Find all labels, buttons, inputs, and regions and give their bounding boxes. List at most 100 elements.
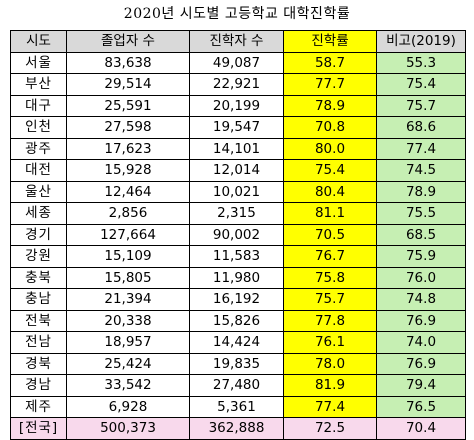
prev-year-cell: 74.0 bbox=[376, 331, 466, 354]
header-region: 시도 bbox=[10, 30, 67, 53]
entrants-cell: 20,199 bbox=[189, 94, 284, 117]
region-cell: 제주 bbox=[10, 395, 67, 418]
prev-year-cell: 68.6 bbox=[376, 116, 466, 139]
entrants-cell: 19,835 bbox=[189, 352, 284, 375]
total-prev-year-cell: 70.4 bbox=[376, 417, 466, 440]
rate-cell: 78.9 bbox=[283, 94, 377, 117]
region-cell: 대구 bbox=[10, 94, 67, 117]
rate-cell: 58.7 bbox=[283, 51, 377, 74]
graduates-cell: 25,591 bbox=[66, 94, 190, 117]
graduates-cell: 21,394 bbox=[66, 288, 190, 311]
entrants-cell: 5,361 bbox=[189, 395, 284, 418]
region-cell: 대전 bbox=[10, 159, 67, 182]
graduates-cell: 29,514 bbox=[66, 73, 190, 96]
graduates-cell: 127,664 bbox=[66, 223, 190, 246]
table-row: 경북 25,424 19,835 78.0 76.9 bbox=[10, 352, 466, 375]
graduates-cell: 15,928 bbox=[66, 159, 190, 182]
graduates-cell: 20,338 bbox=[66, 309, 190, 332]
prev-year-cell: 76.0 bbox=[376, 266, 466, 289]
total-region-cell: [전국] bbox=[10, 417, 67, 440]
entrants-cell: 22,921 bbox=[189, 73, 284, 96]
table-row: 전남 18,957 14,424 76.1 74.0 bbox=[10, 331, 466, 354]
region-cell: 충남 bbox=[10, 288, 67, 311]
total-rate-cell: 72.5 bbox=[283, 417, 377, 440]
header-entrants: 진학자 수 bbox=[189, 30, 284, 53]
region-cell: 경남 bbox=[10, 374, 67, 397]
rate-cell: 70.5 bbox=[283, 223, 377, 246]
entrants-cell: 14,424 bbox=[189, 331, 284, 354]
graduates-cell: 15,109 bbox=[66, 245, 190, 268]
rate-cell: 76.7 bbox=[283, 245, 377, 268]
table-row: 충남 21,394 16,192 75.7 74.8 bbox=[10, 288, 466, 311]
entrants-cell: 11,980 bbox=[189, 266, 284, 289]
entrants-cell: 2,315 bbox=[189, 202, 284, 225]
table-row: 전북 20,338 15,826 77.8 76.9 bbox=[10, 309, 466, 332]
prev-year-cell: 74.8 bbox=[376, 288, 466, 311]
header-rate: 진학률 bbox=[283, 30, 377, 53]
graduates-cell: 27,598 bbox=[66, 116, 190, 139]
header-prev-year: 비고(2019) bbox=[376, 30, 466, 53]
entrants-cell: 27,480 bbox=[189, 374, 284, 397]
graduates-cell: 12,464 bbox=[66, 180, 190, 203]
header-row: 시도 졸업자 수 진학자 수 진학률 비고(2019) bbox=[10, 30, 466, 53]
graduates-cell: 2,856 bbox=[66, 202, 190, 225]
entrants-cell: 15,826 bbox=[189, 309, 284, 332]
entrants-cell: 10,021 bbox=[189, 180, 284, 203]
rate-cell: 80.0 bbox=[283, 137, 377, 160]
graduates-cell: 33,542 bbox=[66, 374, 190, 397]
header-graduates: 졸업자 수 bbox=[66, 30, 190, 53]
rate-cell: 81.9 bbox=[283, 374, 377, 397]
prev-year-cell: 74.5 bbox=[376, 159, 466, 182]
table-row: 서울 83,638 49,087 58.7 55.3 bbox=[10, 51, 466, 74]
region-cell: 강원 bbox=[10, 245, 67, 268]
prev-year-cell: 77.4 bbox=[376, 137, 466, 160]
rate-cell: 77.4 bbox=[283, 395, 377, 418]
graduates-cell: 18,957 bbox=[66, 331, 190, 354]
entrants-cell: 19,547 bbox=[189, 116, 284, 139]
entrants-cell: 14,101 bbox=[189, 137, 284, 160]
rate-cell: 77.8 bbox=[283, 309, 377, 332]
table-row: 광주 17,623 14,101 80.0 77.4 bbox=[10, 137, 466, 160]
graduates-cell: 17,623 bbox=[66, 137, 190, 160]
prev-year-cell: 76.9 bbox=[376, 352, 466, 375]
prev-year-cell: 78.9 bbox=[376, 180, 466, 203]
table-row: 대전 15,928 12,014 75.4 74.5 bbox=[10, 159, 466, 182]
rate-cell: 78.0 bbox=[283, 352, 377, 375]
table-row: 부산 29,514 22,921 77.7 75.4 bbox=[10, 73, 466, 96]
prev-year-cell: 75.7 bbox=[376, 94, 466, 117]
region-cell: 전북 bbox=[10, 309, 67, 332]
prev-year-cell: 75.5 bbox=[376, 202, 466, 225]
region-cell: 전남 bbox=[10, 331, 67, 354]
region-cell: 서울 bbox=[10, 51, 67, 74]
table-row: 제주 6,928 5,361 77.4 76.5 bbox=[10, 395, 466, 418]
rate-cell: 75.8 bbox=[283, 266, 377, 289]
graduates-cell: 83,638 bbox=[66, 51, 190, 74]
region-cell: 울산 bbox=[10, 180, 67, 203]
total-row: [전국] 500,373 362,888 72.5 70.4 bbox=[10, 417, 466, 440]
prev-year-cell: 75.9 bbox=[376, 245, 466, 268]
graduates-cell: 25,424 bbox=[66, 352, 190, 375]
prev-year-cell: 79.4 bbox=[376, 374, 466, 397]
rate-cell: 70.8 bbox=[283, 116, 377, 139]
table-row: 세종 2,856 2,315 81.1 75.5 bbox=[10, 202, 466, 225]
prev-year-cell: 75.4 bbox=[376, 73, 466, 96]
prev-year-cell: 55.3 bbox=[376, 51, 466, 74]
entrants-cell: 16,192 bbox=[189, 288, 284, 311]
table-row: 대구 25,591 20,199 78.9 75.7 bbox=[10, 94, 466, 117]
table-row: 경남 33,542 27,480 81.9 79.4 bbox=[10, 374, 466, 397]
rate-cell: 80.4 bbox=[283, 180, 377, 203]
college-entrance-table: 시도 졸업자 수 진학자 수 진학률 비고(2019) 서울 83,638 49,0… bbox=[10, 30, 466, 440]
region-cell: 충북 bbox=[10, 266, 67, 289]
region-cell: 경기 bbox=[10, 223, 67, 246]
rate-cell: 77.7 bbox=[283, 73, 377, 96]
region-cell: 세종 bbox=[10, 202, 67, 225]
total-graduates-cell: 500,373 bbox=[66, 417, 190, 440]
table-row: 울산 12,464 10,021 80.4 78.9 bbox=[10, 180, 466, 203]
region-cell: 인천 bbox=[10, 116, 67, 139]
prev-year-cell: 68.5 bbox=[376, 223, 466, 246]
table-row: 강원 15,109 11,583 76.7 75.9 bbox=[10, 245, 466, 268]
entrants-cell: 90,002 bbox=[189, 223, 284, 246]
rate-cell: 76.1 bbox=[283, 331, 377, 354]
entrants-cell: 49,087 bbox=[189, 51, 284, 74]
prev-year-cell: 76.5 bbox=[376, 395, 466, 418]
